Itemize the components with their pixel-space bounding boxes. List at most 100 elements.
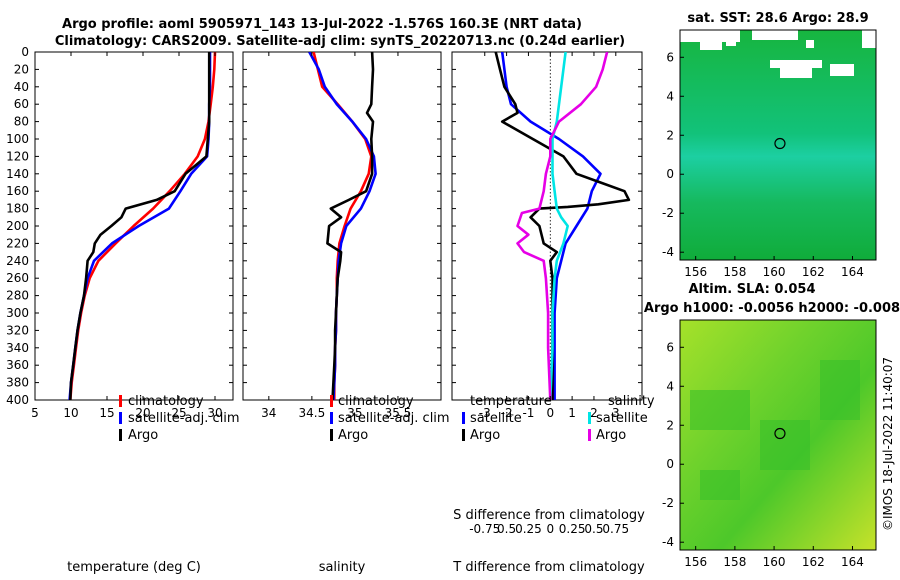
x-tick-label: 30: [207, 406, 222, 420]
legend-t-satellite-swatch: [462, 412, 465, 424]
s-tick-label: 0.5: [497, 522, 516, 536]
temperature-legend: climatology satellite-adj. clim Argo: [119, 394, 240, 443]
legend-argo-swatch: [119, 429, 122, 441]
lon-tick-label: 158: [723, 265, 746, 279]
salinity-legend: climatology satellite-adj. clim Argo: [330, 394, 450, 443]
x-tick-label: 25: [171, 406, 186, 420]
lon-tick-label: 164: [841, 555, 864, 569]
depth-tick-label: 40: [14, 80, 29, 94]
depth-tick-label: 80: [14, 115, 29, 129]
sla-patches: [690, 360, 860, 500]
legend-satellite-swatch: [119, 412, 122, 424]
sst-map-panel: sat. SST: 28.6 Argo: 28.9 156 158 160 162 16…: [662, 11, 877, 279]
difference-panel: T difference from climatology S differen…: [451, 51, 655, 575]
series-s-argo: [516, 52, 609, 400]
lon-tick-label: 162: [802, 555, 825, 569]
s-tick-label: -0.75: [469, 522, 500, 536]
depth-tick-label: 200: [6, 219, 29, 233]
series-climatology: [312, 52, 373, 400]
series-argo: [69, 52, 211, 400]
legend-satellite-swatch: [330, 412, 333, 424]
lat-tick-label: 6: [666, 340, 674, 354]
depth-tick-label: 100: [6, 132, 29, 146]
lat-tick-label: 2: [666, 418, 674, 432]
x-tick-label: 20: [135, 406, 150, 420]
x-tick-label: -2: [501, 406, 513, 420]
series-satellite-adj-clim: [308, 52, 377, 400]
sla-map-title: Altim. SLA: 0.054: [689, 282, 816, 297]
x-tick-label: 0: [546, 406, 554, 420]
lat-tick-label: -4: [662, 245, 674, 259]
s-difference-label: S difference from climatology: [453, 508, 645, 523]
salinity-panel: salinity climatology satellite-adj. clim…: [242, 51, 450, 575]
legend-climatology-swatch: [330, 395, 333, 407]
depth-tick-label: 240: [6, 254, 29, 268]
t-difference-xlabel: T difference from climatology: [452, 560, 645, 575]
series-climatology: [69, 52, 217, 400]
x-tick-label: 35: [347, 406, 362, 420]
s-tick-label: 0.5: [584, 522, 603, 536]
depth-tick-label: 260: [6, 271, 29, 285]
s-tick-label: 0: [546, 522, 554, 536]
legend-t-argo: Argo: [470, 428, 500, 443]
lat-tick-label: -2: [662, 206, 674, 220]
legend-climatology: climatology: [128, 394, 204, 409]
series-t-satellite: [500, 52, 602, 400]
lat-tick-label: -4: [662, 535, 674, 549]
lon-tick-label: 158: [723, 555, 746, 569]
x-tick-label: 10: [63, 406, 78, 420]
sla-map-panel: Altim. SLA: 0.054 Argo h1000: -0.0056 h2…: [644, 282, 900, 569]
depth-tick-label: 360: [6, 358, 29, 372]
depth-tick-label: 120: [6, 149, 29, 163]
lon-tick-label: 160: [763, 555, 786, 569]
legend-satellite: satellite-adj. clim: [128, 411, 240, 426]
depth-tick-label: 300: [6, 306, 29, 320]
lat-tick-label: 2: [666, 128, 674, 142]
lat-tick-label: 4: [666, 89, 674, 103]
title-line-2: Climatology: CARS2009. Satellite-adj cli…: [55, 34, 625, 49]
depth-tick-label: 140: [6, 167, 29, 181]
lon-tick-label: 156: [684, 265, 707, 279]
series-satellite-adj-clim: [68, 52, 212, 400]
depth-tick-label: 380: [6, 376, 29, 390]
title-line-1: Argo profile: aoml 5905971_143 13-Jul-20…: [62, 17, 582, 32]
temperature-panel: temperature (deg C) climatology satellit…: [31, 51, 240, 575]
legend-s-satellite-swatch: [588, 412, 591, 424]
legend-satellite: satellite-adj. clim: [338, 411, 450, 426]
depth-tick-label: 340: [6, 341, 29, 355]
legend-climatology-swatch: [119, 395, 122, 407]
x-tick-label: -1: [522, 406, 534, 420]
legend-t-satellite: satellite: [470, 411, 522, 426]
legend-s-argo: Argo: [596, 428, 626, 443]
lon-tick-label: 164: [841, 265, 864, 279]
sla-map-subtitle: Argo h1000: -0.0056 h2000: -0.008: [644, 301, 900, 316]
depth-tick-label: 0: [21, 45, 29, 59]
legend-t-argo-swatch: [462, 429, 465, 441]
imos-watermark: ©IMOS 18-Jul-2022 11:40:07: [881, 357, 895, 531]
series-s-satellite: [549, 52, 570, 400]
s-tick-label: 0.25: [515, 522, 542, 536]
x-tick-label: 5: [31, 406, 39, 420]
cloud-mask: [680, 30, 876, 78]
lon-tick-label: 160: [763, 265, 786, 279]
x-tick-label: -3: [479, 406, 491, 420]
legend-climatology: climatology: [338, 394, 414, 409]
x-tick-label: 2: [590, 406, 598, 420]
lat-tick-label: 4: [666, 379, 674, 393]
legend-argo-swatch: [330, 429, 333, 441]
temperature-xlabel: temperature (deg C): [67, 560, 201, 575]
x-tick-label: 35.5: [385, 406, 412, 420]
x-tick-label: 34.5: [299, 406, 326, 420]
x-tick-label: 1: [568, 406, 576, 420]
series-t-argo: [494, 52, 631, 400]
s-tick-label: 0.25: [559, 522, 586, 536]
x-tick-label: 3: [612, 406, 620, 420]
salinity-axes: [242, 51, 442, 401]
lat-tick-label: 0: [666, 457, 674, 471]
legend-s-satellite: satellite: [596, 411, 648, 426]
depth-tick-label: 400: [6, 393, 29, 407]
legend-salinity-title: salinity: [608, 394, 655, 409]
lon-tick-label: 162: [802, 265, 825, 279]
depth-tick-label: 220: [6, 236, 29, 250]
